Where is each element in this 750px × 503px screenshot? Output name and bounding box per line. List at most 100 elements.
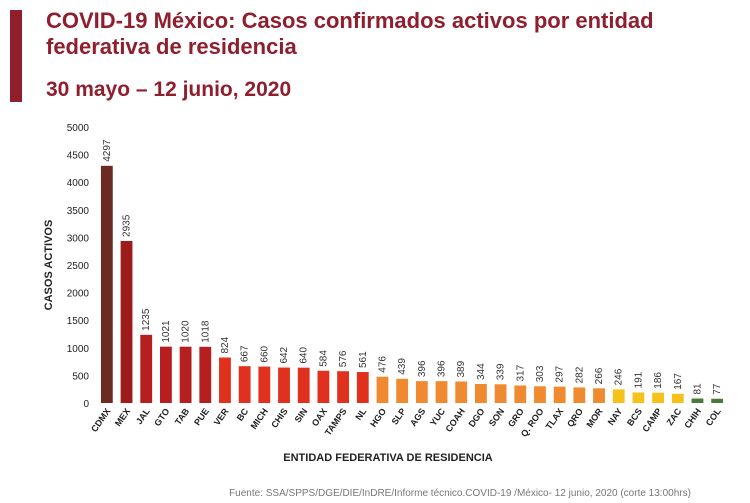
value-label: 344 [476, 363, 487, 380]
x-tick-label: SIN [293, 406, 310, 424]
x-tick-label: GTO [152, 406, 171, 428]
x-tick-label: BC [235, 406, 251, 423]
bar [199, 346, 212, 403]
y-tick-label: 1000 [67, 344, 90, 355]
bar [415, 381, 428, 403]
bar [160, 346, 172, 403]
y-tick-label: 3500 [67, 206, 90, 217]
x-tick-label: SLP [390, 406, 408, 426]
value-label: 561 [358, 351, 369, 368]
x-tick-label: QRO [565, 406, 585, 429]
bar [258, 366, 271, 403]
x-tick-label: HGO [368, 406, 388, 429]
bar [534, 386, 546, 403]
x-tick-label: YUC [428, 406, 447, 428]
x-tick-label: SON [487, 406, 506, 428]
bar [317, 370, 330, 403]
value-label: 1021 [161, 320, 172, 343]
value-label: 1018 [200, 320, 211, 343]
y-tick-label: 1500 [67, 316, 90, 327]
x-tick-label: NL [353, 406, 368, 422]
value-label: 1020 [181, 320, 192, 343]
bar [671, 393, 684, 403]
bar [376, 376, 389, 403]
bar [278, 367, 290, 403]
x-tick-label: TLAX [544, 406, 566, 431]
source: Fuente: SSA/SPPS/DGE/DIE/InDRE/Informe t… [229, 488, 691, 499]
chart-subtitle: 30 mayo – 12 junio, 2020 [46, 78, 292, 101]
y-tick-label: 2000 [67, 289, 90, 300]
value-label: 167 [673, 373, 684, 390]
value-label: 297 [555, 365, 566, 382]
value-label: 660 [259, 345, 270, 362]
bar [514, 385, 527, 403]
value-label: 77 [712, 383, 723, 395]
bar [140, 334, 153, 403]
y-tick-label: 4500 [67, 151, 90, 162]
bar [100, 165, 113, 403]
value-label: 282 [574, 366, 585, 383]
x-tick-label: AGS [408, 406, 427, 428]
x-tick-label: TAB [173, 406, 192, 427]
bar [475, 384, 487, 403]
value-label: 667 [240, 345, 251, 362]
x-tick-label: CAMP [640, 406, 663, 433]
y-tick-label: 3000 [67, 233, 90, 244]
value-label: 186 [653, 372, 664, 389]
x-tick-label: OAX [310, 406, 329, 428]
chart-title: COVID-19 México: Casos confirmados activ… [46, 8, 654, 59]
bar [396, 378, 409, 403]
bar [494, 384, 507, 403]
x-axis-label: ENTIDAD FEDERATIVA DE RESIDENCIA [283, 452, 492, 464]
bar [337, 371, 349, 403]
value-label: 640 [299, 347, 310, 364]
accent-bar [10, 10, 22, 102]
x-tick-label: COL [704, 406, 723, 428]
x-tick-label: CDMX [89, 406, 112, 433]
value-label: 266 [594, 367, 605, 384]
bar [120, 240, 133, 403]
x-tick-label: JAL [134, 406, 152, 426]
value-label: 476 [377, 356, 388, 373]
bar [691, 398, 704, 403]
value-label: 2935 [122, 214, 133, 237]
x-tick-label: MOR [584, 406, 605, 429]
y-tick-label: 500 [72, 371, 89, 382]
bar [593, 388, 605, 403]
value-label: 4297 [102, 139, 113, 162]
value-label: 824 [220, 336, 231, 353]
x-tick-label: VER [212, 406, 231, 427]
y-tick-label: 5000 [67, 123, 90, 134]
value-label: 584 [318, 350, 329, 367]
bar [573, 387, 586, 403]
x-tick-label: CHIH [682, 406, 703, 430]
x-tick-label: DGO [467, 406, 487, 429]
value-label: 303 [535, 365, 546, 382]
bar [711, 398, 724, 403]
value-label: 439 [397, 358, 408, 375]
bar [356, 372, 369, 403]
x-tick-label: ZAC [665, 406, 684, 427]
x-tick-label: CHIS [269, 406, 290, 429]
value-label: 246 [614, 368, 625, 385]
bar [455, 381, 468, 403]
x-tick-label: BCS [625, 406, 644, 427]
bar [238, 366, 251, 403]
value-label: 317 [515, 364, 526, 381]
value-label: 396 [417, 360, 428, 377]
bar [652, 392, 664, 403]
bar [179, 346, 192, 403]
y-axis-label: CASOS ACTIVOS [43, 220, 55, 311]
x-tick-label: PUE [192, 406, 211, 427]
y-tick-label: 0 [83, 399, 89, 410]
x-tick-label: MICH [249, 406, 270, 431]
value-label: 191 [633, 371, 644, 388]
value-label: 396 [437, 360, 448, 377]
bar [435, 381, 448, 403]
y-tick-label: 2500 [67, 261, 90, 272]
value-label: 576 [338, 350, 349, 367]
value-label: 339 [496, 363, 507, 380]
x-tick-label: COAH [443, 406, 466, 433]
